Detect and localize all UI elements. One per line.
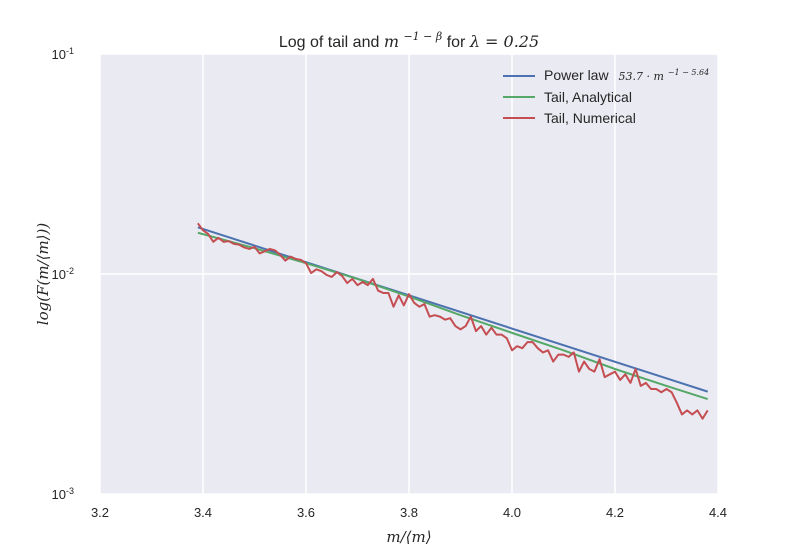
- legend-power-law-name: Power law: [544, 67, 609, 83]
- title-condition: λ = 0.25: [469, 32, 539, 51]
- x-tick-label: 3.8: [400, 505, 418, 520]
- y-tick-label: 10-2: [52, 266, 74, 282]
- title-middle: for: [447, 34, 470, 51]
- y-axis-ticks: 10-3 10-2 10-1: [52, 46, 74, 502]
- x-tick-label: 3.6: [297, 505, 315, 520]
- legend-label-tail-numerical: Tail, Numerical: [544, 110, 636, 126]
- x-tick-label: 4.2: [606, 505, 624, 520]
- y-axis-label: log(F(m/⟨m⟩)): [34, 223, 52, 326]
- x-axis-label: m/⟨m⟩: [386, 528, 431, 546]
- legend: Power law 53.7 · m −1 − 5.64 Tail, Analy…: [503, 67, 709, 126]
- legend-power-law-formula: 53.7 · m: [618, 70, 663, 83]
- x-axis-ticks: 3.2 3.4 3.6 3.8 4.0 4.2 4.4: [91, 505, 727, 520]
- series-line-power-law: [197, 226, 709, 393]
- legend-label-power-law: Power law 53.7 · m −1 − 5.64: [544, 67, 709, 83]
- x-tick-label: 3.2: [91, 505, 109, 520]
- x-tick-label: 4.0: [503, 505, 521, 520]
- legend-power-law-exponent: −1 − 5.64: [668, 68, 709, 77]
- series-line-tail-numerical: [197, 222, 709, 420]
- y-tick-label: 10-3: [52, 486, 74, 502]
- grid-lines: [99, 53, 719, 495]
- title-exponent: −1 − β: [403, 30, 442, 43]
- legend-label-tail-analytical: Tail, Analytical: [544, 89, 632, 105]
- x-tick-label: 4.4: [709, 505, 727, 520]
- title-prefix: Log of tail and: [279, 34, 384, 51]
- title-base: m: [384, 32, 399, 51]
- y-tick-label: 10-1: [52, 46, 74, 62]
- x-tick-label: 3.4: [194, 505, 212, 520]
- chart-title: Log of tail and m −1 − β for λ = 0.25: [279, 27, 539, 51]
- series-lines: [197, 222, 709, 420]
